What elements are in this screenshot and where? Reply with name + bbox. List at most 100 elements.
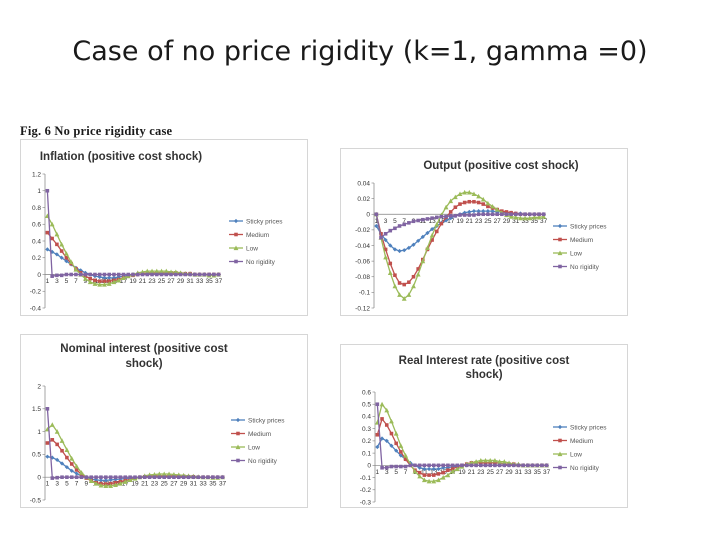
nominal-data-point (93, 481, 99, 486)
output-data-point (509, 212, 513, 217)
nominal-data-point (55, 475, 59, 480)
inflation-data-point (97, 274, 102, 280)
inflation-x-tick-label: 5 (65, 278, 69, 285)
inflation-data-point (107, 272, 112, 277)
output-data-point (402, 222, 407, 227)
real-data-point (464, 463, 469, 468)
output-legend-marker (558, 264, 562, 269)
real-data-point (384, 465, 389, 470)
nominal-y-tick-label: -0.5 (30, 497, 42, 504)
real-data-point (389, 464, 394, 469)
real-title-line: Real Interest rate (positive cost (399, 355, 570, 367)
inflation-data-point (112, 272, 116, 277)
inflation-legend-item: No rigidity (229, 259, 276, 266)
nominal-y-tick-label: 1 (37, 429, 41, 436)
inflation-data-point (59, 273, 64, 278)
real-data-point (530, 463, 535, 468)
output-data-point (513, 214, 519, 220)
nominal-y-tick-label: 1.5 (32, 406, 41, 413)
output-data-point (407, 280, 411, 285)
output-data-point (401, 296, 407, 301)
real-data-point (431, 473, 436, 477)
output-data-point (411, 274, 416, 279)
inflation-data-point (135, 272, 140, 277)
real-data-point (403, 453, 408, 458)
output-data-point (429, 232, 435, 238)
inflation-data-point (45, 230, 50, 235)
real-y-tick-label: 0.5 (362, 402, 371, 409)
real-legend-marker (558, 465, 562, 470)
inflation-data-point (116, 277, 122, 283)
inflation-y-tick-label: 0.6 (32, 222, 41, 229)
nominal-data-point (79, 470, 84, 475)
inflation-x-tick-label: 7 (74, 278, 78, 285)
output-data-point (486, 204, 490, 209)
output-data-point (453, 214, 458, 218)
inflation-data-point (87, 279, 93, 285)
inflation-data-point (164, 272, 169, 277)
output-data-point (476, 212, 481, 217)
real-data-point (380, 417, 384, 421)
nominal-data-point (45, 454, 50, 459)
inflation-data-point (55, 273, 59, 278)
nominal-data-point (166, 471, 172, 477)
inflation-data-point (102, 272, 107, 277)
nominal-data-point (94, 475, 98, 479)
real-data-point (394, 464, 398, 469)
nominal-legend-marker (236, 431, 240, 436)
real-data-point (422, 473, 427, 477)
output-data-point (462, 210, 467, 215)
real-data-point (398, 453, 403, 458)
output-data-point (476, 200, 481, 205)
inflation-y-tick-label: 1 (37, 188, 41, 195)
nominal-x-tick-label: 7 (75, 481, 79, 488)
output-legend-item: No rigidity (553, 264, 600, 271)
inflation-data-point (59, 241, 65, 247)
output-y-tick-label: -0.02 (355, 227, 370, 234)
nominal-data-point (220, 475, 225, 479)
nominal-data-point (99, 475, 103, 479)
inflation-data-point (126, 272, 131, 277)
real-data-point (380, 465, 384, 470)
inflation-x-tick-label: 37 (215, 278, 223, 285)
real-data-point (479, 463, 483, 468)
real-data-point (454, 466, 460, 472)
real-data-point (502, 463, 507, 468)
real-x-tick-label: 11 (421, 469, 428, 476)
nominal-legend-item: Low (231, 444, 260, 451)
real-data-point (488, 463, 493, 468)
real-data-point (422, 463, 427, 468)
output-series-3 (374, 212, 546, 240)
nominal-x-tick-label: 23 (151, 481, 159, 488)
real-data-point (426, 466, 432, 472)
nominal-data-point (69, 462, 74, 466)
real-series-3 (375, 402, 549, 470)
output-x-tick-label: 31 (512, 218, 520, 225)
nominal-y-tick-label: 2 (37, 383, 41, 390)
inflation-data-point (188, 272, 192, 277)
real-data-point (544, 463, 549, 468)
inflation-data-point (107, 279, 112, 283)
inflation-x-tick-label: 33 (196, 278, 204, 285)
real-data-point (446, 463, 450, 468)
output-data-point (388, 261, 393, 266)
real-y-tick-label: 0.2 (362, 438, 371, 445)
nominal-data-point (59, 438, 65, 443)
inflation-data-point (88, 276, 92, 281)
inflation-x-tick-label: 23 (148, 278, 156, 285)
inflation-data-point (93, 272, 97, 277)
inflation-legend-marker (234, 259, 238, 264)
nominal-x-tick-label: 17 (122, 481, 130, 488)
output-data-point (425, 217, 430, 221)
real-data-point (516, 463, 521, 468)
output-x-tick-label: 1 (375, 218, 379, 225)
output-data-point (532, 212, 537, 217)
output-data-point (425, 245, 430, 250)
output-data-point (434, 215, 439, 220)
output-data-point (476, 193, 481, 199)
inflation-legend-marker (233, 245, 239, 251)
real-data-point (445, 472, 451, 478)
nominal-legend-label: Sticky prices (248, 417, 285, 424)
output-data-point (374, 212, 379, 217)
nominal-data-point (128, 475, 132, 479)
